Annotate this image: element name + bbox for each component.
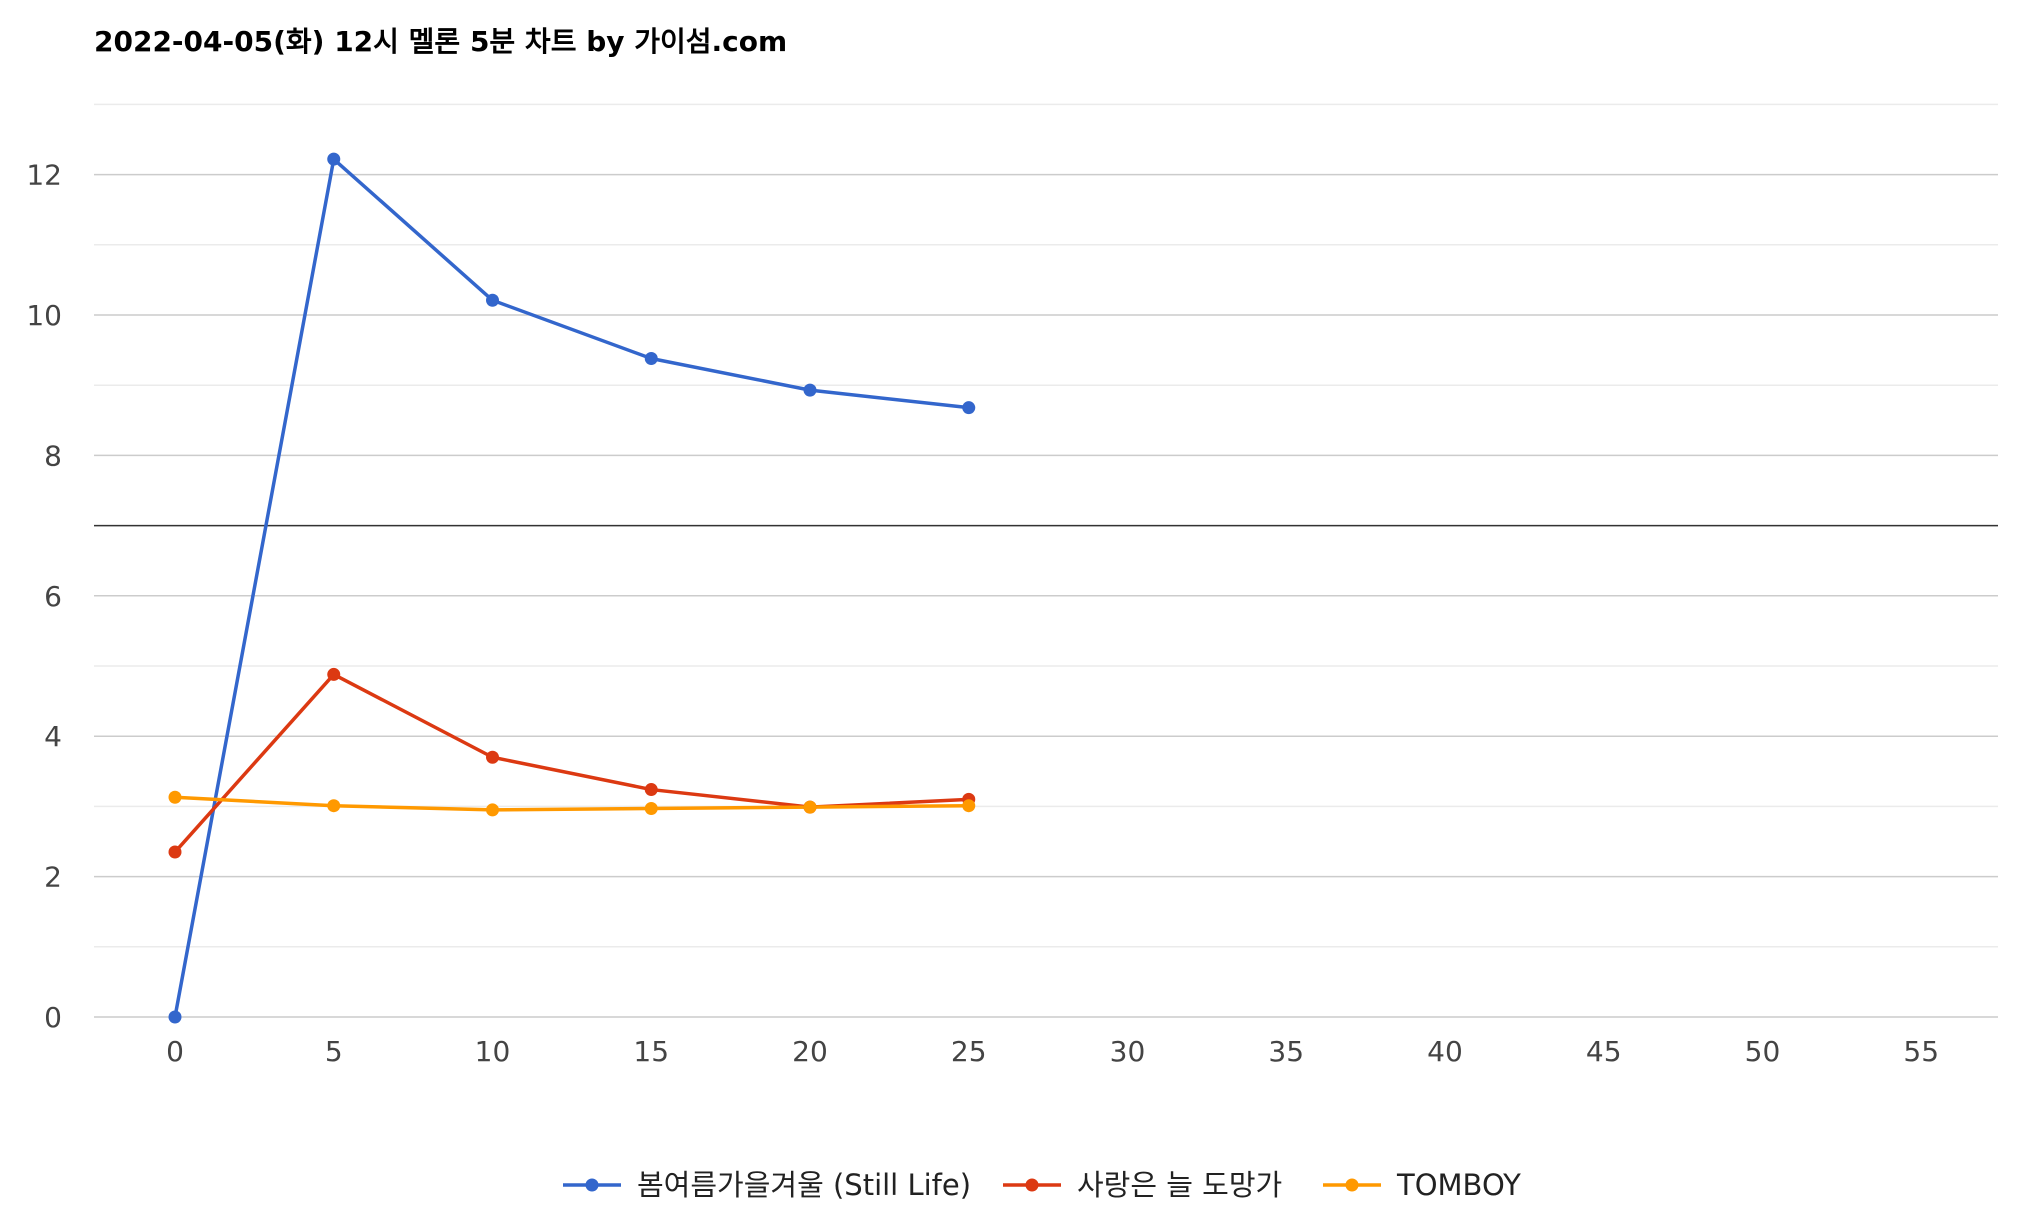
data-point-2[interactable] (486, 803, 499, 817)
series-line-2 (174, 795, 969, 812)
x-tick-label: 25 (951, 1035, 987, 1068)
data-point-0[interactable] (327, 152, 341, 166)
y-tick-label: 6 (44, 580, 62, 613)
data-point-1[interactable] (168, 845, 182, 859)
data-point-2[interactable] (644, 802, 658, 816)
data-point-1[interactable] (486, 750, 499, 764)
data-point-2[interactable] (962, 799, 976, 813)
data-point-1[interactable] (327, 667, 341, 681)
data-point-2[interactable] (168, 790, 182, 804)
x-tick-label: 40 (1427, 1035, 1463, 1068)
x-tick-label: 10 (475, 1035, 511, 1068)
y-tick-label: 4 (44, 720, 62, 753)
y-tick-label: 2 (44, 861, 62, 894)
x-tick-label: 20 (792, 1035, 828, 1068)
series-line-0 (173, 157, 969, 1018)
data-point-0[interactable] (168, 1010, 182, 1024)
data-point-0[interactable] (644, 352, 658, 366)
series-line-1 (173, 672, 969, 854)
legend-label[interactable]: 봄여름가을겨울 (Still Life) (637, 1168, 971, 1202)
x-tick-label: 5 (325, 1035, 343, 1068)
data-point-2[interactable] (327, 799, 341, 813)
y-tick-label: 10 (26, 299, 62, 332)
y-tick-label: 8 (44, 439, 62, 472)
y-tick-label: 12 (26, 159, 62, 192)
x-tick-label: 50 (1745, 1035, 1781, 1068)
chart-title: 2022-04-05(화) 12시 멜론 5분 차트 by 가이섬.com (94, 25, 788, 58)
legend-swatch-dot (1025, 1178, 1039, 1192)
x-tick-label: 35 (1268, 1035, 1304, 1068)
data-point-0[interactable] (803, 383, 817, 397)
data-point-2[interactable] (803, 800, 817, 814)
legend-label[interactable]: 사랑은 늘 도망가 (1077, 1168, 1282, 1202)
data-point-1[interactable] (644, 783, 658, 797)
data-point-0[interactable] (486, 293, 499, 307)
legend-label[interactable]: TOMBOY (1396, 1168, 1521, 1202)
x-tick-label: 55 (1903, 1035, 1939, 1068)
legend-swatch-dot (1345, 1178, 1359, 1192)
x-tick-label: 45 (1586, 1035, 1622, 1068)
x-tick-label: 30 (1110, 1035, 1146, 1068)
y-tick-label: 0 (44, 1001, 62, 1034)
legend-swatch-dot (585, 1178, 599, 1192)
data-point-0[interactable] (962, 401, 976, 415)
x-tick-label: 0 (166, 1035, 184, 1068)
x-tick-label: 15 (633, 1035, 669, 1068)
